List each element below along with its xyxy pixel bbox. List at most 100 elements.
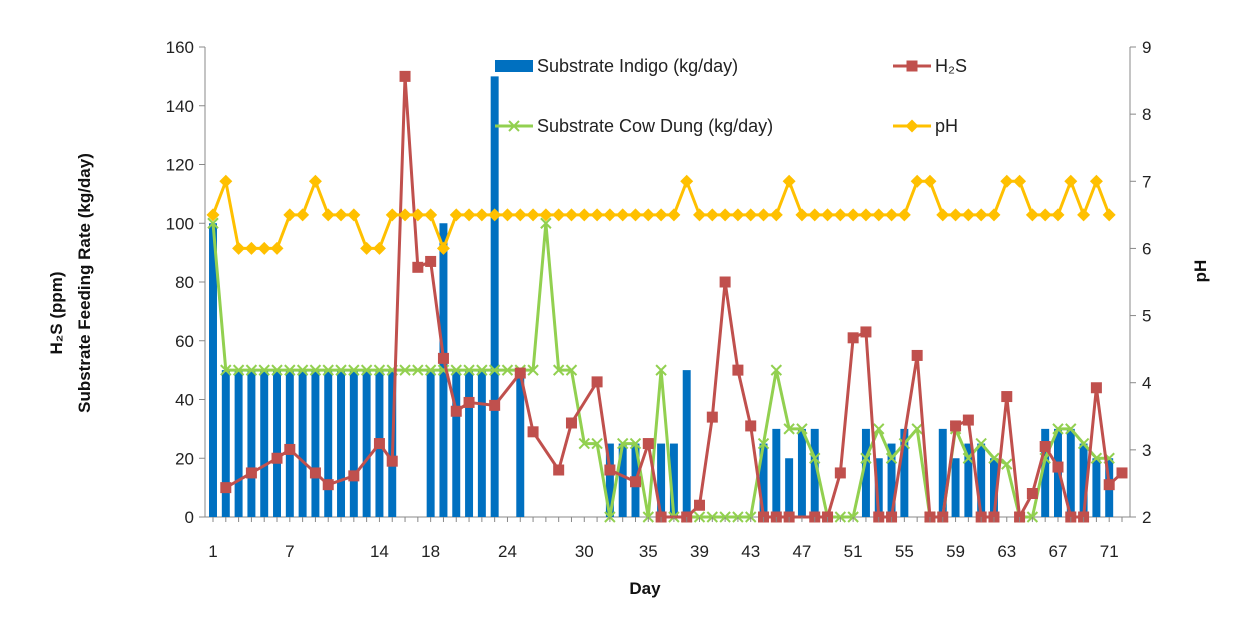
data-point <box>526 208 540 222</box>
left-axis-ticks: 0 20 40 60 80 100 120 140 160 <box>166 38 205 527</box>
bar <box>426 370 435 517</box>
x-tick-label: 30 <box>575 542 594 561</box>
data-point <box>500 208 514 222</box>
data-point <box>808 208 822 222</box>
bar <box>362 370 371 517</box>
data-point <box>1090 382 1102 394</box>
bar <box>938 428 947 517</box>
data-point <box>769 208 783 222</box>
data-point <box>348 364 360 376</box>
data-point <box>796 423 808 435</box>
data-point <box>757 208 771 222</box>
x-tick-label: 43 <box>741 542 760 561</box>
data-point <box>322 364 334 376</box>
data-point <box>489 399 501 411</box>
data-point <box>360 241 374 255</box>
data-point <box>296 364 309 376</box>
series-diamond <box>206 174 1116 255</box>
data-point <box>906 60 918 72</box>
data-point <box>732 364 744 376</box>
left-tick-label: 40 <box>175 391 194 410</box>
data-point <box>1077 437 1090 450</box>
data-point <box>449 208 463 222</box>
data-point <box>694 499 706 511</box>
bar <box>797 428 806 517</box>
legend: Substrate Indigo (kg/day) H₂S Substrate Co… <box>495 56 967 136</box>
bar <box>874 458 883 517</box>
data-point <box>1025 208 1039 222</box>
bar <box>1041 428 1050 517</box>
x-tick-label: 14 <box>370 542 389 561</box>
legend-label: H₂S <box>935 56 967 76</box>
bar <box>989 458 998 517</box>
data-point <box>1052 461 1064 473</box>
data-point <box>962 414 974 426</box>
x-axis-title: Day <box>629 579 661 598</box>
x-tick-label: 47 <box>792 542 811 561</box>
data-point <box>206 208 220 222</box>
bar <box>977 443 986 517</box>
data-point <box>923 174 937 188</box>
data-point <box>488 208 502 222</box>
data-point <box>1052 423 1064 435</box>
legend-item: Substrate Cow Dung (kg/day) <box>495 116 773 136</box>
data-point <box>245 467 257 479</box>
data-point <box>553 464 565 476</box>
data-point <box>949 208 963 222</box>
data-point <box>450 364 462 376</box>
data-point <box>321 208 335 222</box>
data-point <box>961 208 975 222</box>
data-point <box>463 364 475 376</box>
data-point <box>412 364 424 376</box>
bar <box>785 458 794 517</box>
bar <box>772 428 781 517</box>
x-tick-label: 71 <box>1100 542 1119 561</box>
data-point <box>552 208 566 222</box>
data-point <box>488 364 501 376</box>
data-point <box>950 420 962 432</box>
x-tick-label: 63 <box>997 542 1016 561</box>
bar <box>285 370 294 517</box>
data-point <box>1051 208 1065 222</box>
bar <box>516 370 525 517</box>
bar <box>964 443 973 517</box>
data-point <box>540 217 552 229</box>
data-point <box>335 364 347 376</box>
data-point <box>782 174 796 188</box>
data-point <box>232 241 246 255</box>
data-point <box>577 208 591 222</box>
data-point <box>284 443 296 455</box>
data-point <box>565 364 578 376</box>
data-point <box>244 241 258 255</box>
data-point <box>348 470 360 482</box>
data-point <box>975 437 987 450</box>
data-point <box>833 208 847 222</box>
x-tick-label: 51 <box>844 542 863 561</box>
left-tick-label: 60 <box>175 332 194 351</box>
data-point <box>591 376 603 388</box>
data-point <box>398 208 412 222</box>
data-point <box>1089 174 1103 188</box>
data-point <box>322 479 334 491</box>
data-point <box>905 119 919 133</box>
data-point <box>527 426 539 438</box>
data-point <box>654 208 668 222</box>
data-point <box>911 349 923 361</box>
data-point <box>987 208 1001 222</box>
bar <box>759 443 768 517</box>
data-point <box>744 208 758 222</box>
right-tick-label: 4 <box>1142 374 1151 393</box>
data-point <box>270 241 284 255</box>
left-tick-label: 80 <box>175 273 194 292</box>
data-point <box>425 255 437 267</box>
data-point <box>360 364 373 376</box>
data-point <box>1039 441 1051 452</box>
data-point <box>872 208 886 222</box>
data-point <box>846 208 860 222</box>
data-point <box>436 241 450 255</box>
data-point <box>859 208 873 222</box>
bar <box>900 428 909 517</box>
right-tick-label: 5 <box>1142 307 1151 326</box>
data-point <box>539 208 553 222</box>
bar <box>669 443 678 517</box>
